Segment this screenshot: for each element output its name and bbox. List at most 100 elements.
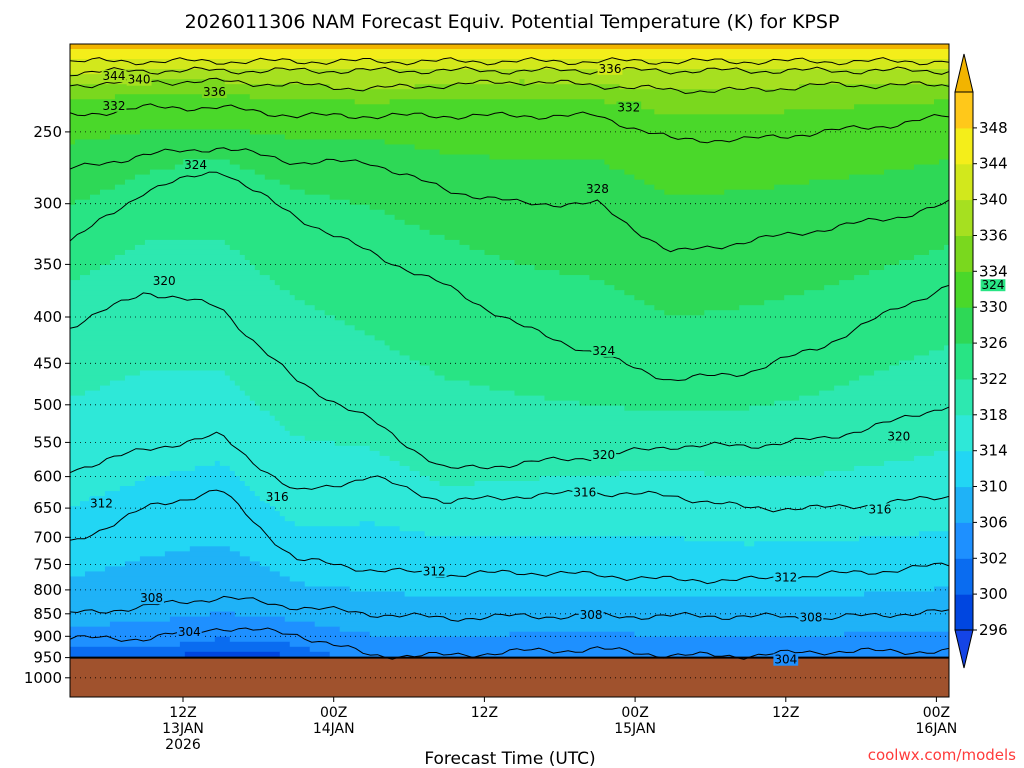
field-cell: [289, 576, 949, 583]
x-tick-label: 12Z: [471, 705, 498, 721]
field-cell: [70, 49, 949, 55]
contour-label-bg: [202, 86, 227, 99]
field-cell: [579, 400, 775, 407]
field-cell: [914, 254, 949, 261]
field-cell: [634, 631, 845, 638]
field-cell: [70, 94, 116, 100]
field-cell: [70, 455, 391, 462]
contour-label: 328: [586, 182, 609, 196]
field-cell: [70, 581, 306, 588]
field-cell: [384, 340, 949, 346]
field-cell: [70, 54, 949, 60]
field-cell: [139, 370, 226, 377]
field-cell: [70, 134, 111, 141]
field-cell: [614, 285, 825, 291]
field-cell: [874, 370, 949, 377]
field-cell: [619, 84, 800, 90]
field-cell: [399, 526, 949, 532]
field-cell: [724, 189, 949, 196]
colorbar: 296 300 302 306 310 314 318 322 326 330 334 336 340 3…: [954, 53, 1008, 669]
field-cell: [324, 310, 665, 316]
field-cell: [70, 285, 281, 291]
contour-label-bg: [421, 565, 447, 578]
field-cell: [70, 204, 371, 211]
field-cell: [934, 450, 949, 457]
field-cell: [774, 184, 949, 191]
field-cell: [70, 174, 136, 181]
colorbar-label: 310: [979, 478, 1008, 496]
contour-label: 312: [423, 564, 446, 578]
field-cell: [70, 154, 491, 161]
field-cell: [70, 104, 630, 110]
field-cell: [70, 209, 386, 216]
x-tick-label: 00Z: [320, 705, 347, 721]
isentrope-340: [70, 66, 949, 77]
field-cell: [70, 325, 356, 331]
field-cell: [70, 330, 366, 336]
field-cell: [70, 89, 949, 95]
y-tick-label: 350: [33, 255, 62, 273]
field-cell: [629, 104, 855, 110]
field-cell: [384, 139, 949, 146]
field-cell: [124, 375, 231, 382]
ground: [70, 657, 949, 697]
contour-label-bg: [101, 99, 127, 112]
field-cell: [104, 491, 256, 497]
colorbar-swatch: [955, 127, 973, 165]
field-cell: [739, 305, 949, 311]
field-cell: [70, 270, 91, 276]
field-cell: [70, 184, 116, 191]
field-cell: [279, 285, 615, 291]
field-cell: [439, 481, 476, 487]
field-cell: [70, 596, 949, 603]
colorbar-label: 300: [979, 585, 1008, 603]
field-cell: [70, 601, 949, 608]
field-cell: [604, 280, 840, 286]
field-cell: [369, 631, 511, 638]
field-cell: [70, 234, 446, 241]
field-cell: [354, 325, 949, 331]
contour-label-bg: [886, 430, 912, 443]
field-cell: [70, 290, 291, 296]
field-cell: [444, 375, 860, 382]
field-cell: [334, 315, 949, 321]
field-cell: [509, 631, 635, 638]
contour-label: 320: [592, 448, 615, 462]
field-cell: [304, 581, 949, 588]
credit-link[interactable]: coolwx.com/models: [868, 746, 1016, 764]
isentrope-324: [70, 171, 949, 382]
field-cell: [284, 516, 949, 522]
field-cell: [109, 134, 286, 141]
field-cell: [70, 219, 406, 226]
field-cell: [144, 475, 241, 482]
field-cell: [634, 174, 850, 181]
field-cell: [859, 536, 949, 542]
field-cell: [70, 164, 176, 171]
field-cell: [70, 430, 291, 437]
field-cell: [749, 405, 949, 412]
field-cell: [70, 265, 101, 271]
field-cell: [279, 571, 949, 578]
y-tick-label: 250: [33, 123, 62, 141]
contour-label: 320: [887, 430, 910, 444]
colorbar-label: 336: [979, 227, 1008, 245]
y-tick-label: 500: [33, 396, 62, 414]
field-cell: [544, 395, 800, 402]
field-cell: [684, 536, 860, 542]
y-tick-label: 900: [33, 627, 62, 645]
isentrope-312: [70, 489, 949, 585]
field-cell: [70, 611, 211, 618]
field-cell: [104, 566, 271, 573]
colorbar-label: 302: [979, 549, 1008, 567]
contour-label: 320: [153, 274, 176, 288]
field-cell: [70, 546, 191, 552]
field-cell: [379, 450, 935, 457]
field-cell: [884, 460, 949, 467]
field-cell: [224, 370, 436, 377]
field-cell: [429, 365, 890, 372]
x-tick-label: 00Z: [923, 705, 950, 721]
field-cell: [524, 79, 949, 85]
contour-label: 336: [599, 62, 622, 76]
field-cell: [239, 164, 610, 171]
field-cell: [149, 169, 256, 176]
